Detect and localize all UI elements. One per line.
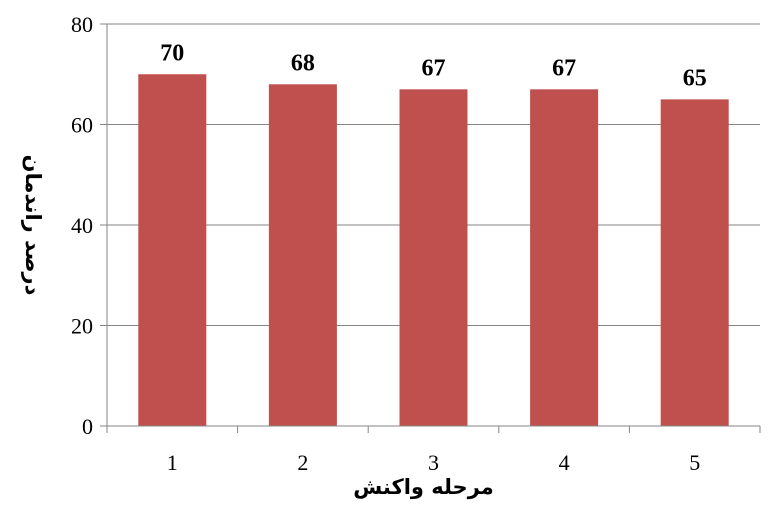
- data-label: 67: [552, 55, 576, 81]
- bars: [138, 74, 729, 427]
- x-tick-label: 5: [689, 450, 700, 475]
- data-label: 67: [422, 55, 446, 81]
- data-label: 68: [291, 50, 315, 76]
- y-tick-label: 0: [82, 414, 93, 439]
- data-label: 65: [683, 65, 707, 91]
- labels: 0 20 40 60 80 70 1 68 2 67 3 67 4 65 5: [71, 12, 707, 475]
- bar: [268, 84, 337, 427]
- x-axis-title: مرحله واکنش: [353, 475, 494, 499]
- y-tick-label: 60: [71, 113, 93, 138]
- bar: [660, 99, 729, 426]
- y-axis-title: درصد راندمان: [21, 155, 45, 296]
- x-tick-label: 4: [559, 450, 570, 475]
- bar: [399, 89, 468, 426]
- y-tick-label: 20: [71, 314, 93, 339]
- data-label: 70: [160, 40, 184, 66]
- ticks: [100, 23, 761, 433]
- x-tick-label: 2: [297, 450, 308, 475]
- x-tick-label: 1: [167, 450, 178, 475]
- bar: [530, 89, 599, 426]
- bar: [138, 74, 207, 426]
- y-tick-label: 40: [71, 213, 93, 238]
- x-tick-label: 3: [428, 450, 439, 475]
- y-tick-label: 80: [71, 12, 93, 37]
